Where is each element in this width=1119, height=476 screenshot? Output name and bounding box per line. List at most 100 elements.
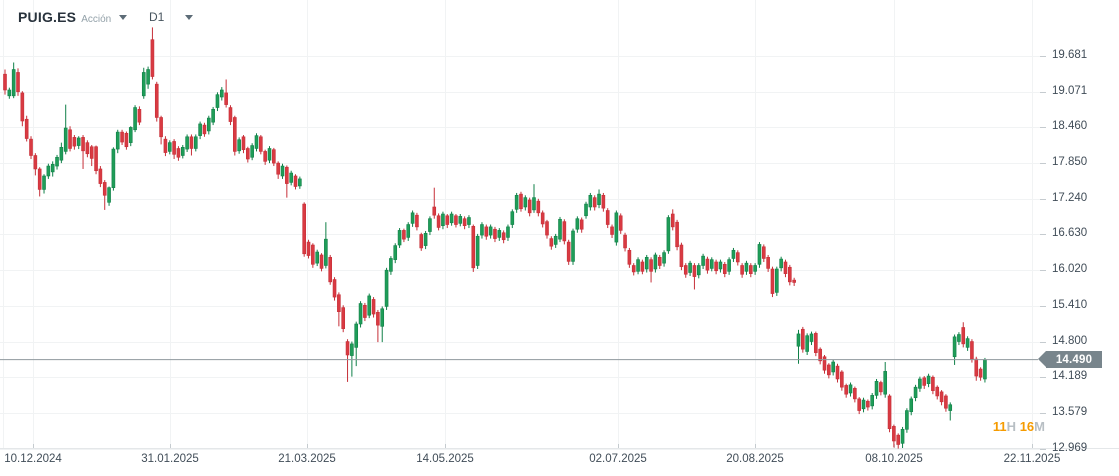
date-axis-label: 02.07.2025 <box>589 453 647 465</box>
gridlines <box>0 0 1119 450</box>
candle <box>371 297 376 318</box>
candle <box>857 397 861 415</box>
price-axis-label: 14.189 <box>1052 370 1088 383</box>
candle <box>189 134 194 156</box>
candle <box>775 266 779 296</box>
candle <box>527 197 532 217</box>
candle <box>848 382 853 397</box>
date-axis-label: 14.05.2025 <box>416 453 474 465</box>
candle <box>72 135 77 150</box>
candle <box>779 256 783 272</box>
date-axis-label: 21.03.2025 <box>278 453 336 465</box>
candle <box>497 228 502 241</box>
candle <box>428 216 432 236</box>
candle <box>692 263 697 290</box>
candle <box>137 106 142 126</box>
countdown-minutes: 16 <box>1019 419 1035 434</box>
candle <box>623 232 627 252</box>
candle <box>285 165 289 198</box>
price-axis-label: 14.800 <box>1052 334 1088 347</box>
candle <box>146 66 150 89</box>
candle <box>540 210 545 228</box>
candle <box>120 129 124 145</box>
candle <box>571 228 575 265</box>
candle <box>649 257 653 283</box>
price-axis-label: 19.681 <box>1052 49 1088 61</box>
symbol-dropdown[interactable]: PUIG.ES Acción <box>18 9 128 25</box>
candle <box>983 357 987 383</box>
candle <box>237 137 241 154</box>
price-axis[interactable]: 19.681 19.071 18.460 17.850 17.240 16.630 16.0… <box>1046 0 1119 454</box>
candle <box>124 131 129 150</box>
candle <box>389 256 393 275</box>
candle <box>688 260 692 277</box>
candle <box>918 376 922 392</box>
candle <box>970 339 974 363</box>
candle <box>458 214 463 227</box>
candle <box>354 321 359 367</box>
candle <box>722 261 727 278</box>
candle <box>549 236 554 250</box>
candle <box>393 243 398 264</box>
candle <box>679 242 684 271</box>
candle <box>432 187 437 219</box>
price-axis-label: 19.071 <box>1052 84 1088 97</box>
candle <box>76 136 81 150</box>
candle <box>753 263 757 275</box>
candle <box>16 68 20 96</box>
candle <box>562 219 567 245</box>
candle <box>961 322 966 348</box>
candle <box>831 359 835 376</box>
candle <box>883 362 888 398</box>
price-axis-label: 16.630 <box>1052 227 1088 240</box>
candle <box>861 397 866 413</box>
candle <box>866 399 870 411</box>
candle <box>436 213 441 231</box>
candle <box>597 189 601 209</box>
candle <box>553 233 558 248</box>
candle <box>519 191 523 212</box>
price-axis-label: 12.969 <box>1052 441 1088 454</box>
price-axis-label: 13.579 <box>1052 405 1088 418</box>
date-axis[interactable]: 10.12.2024 31.01.2025 21.03.2025 14.05.2025… <box>0 448 1119 476</box>
candle <box>480 222 484 239</box>
current-price-badge: 14.490 <box>1038 351 1102 368</box>
candle <box>592 195 597 211</box>
candle <box>809 331 814 346</box>
candle <box>874 378 879 399</box>
candle <box>536 198 541 217</box>
date-axis-label: 31.01.2025 <box>141 453 199 465</box>
candle <box>814 331 818 357</box>
candle <box>501 230 506 244</box>
candle <box>55 154 59 170</box>
candle <box>42 174 46 194</box>
candle <box>701 253 705 269</box>
countdown-hours-unit: H <box>1006 419 1017 434</box>
timeframe-dropdown[interactable]: D1 <box>149 10 194 24</box>
candle <box>935 385 940 400</box>
candle <box>974 356 979 381</box>
candle <box>63 104 68 155</box>
candle <box>488 224 493 239</box>
candle <box>367 293 372 319</box>
candle <box>493 226 497 243</box>
candle <box>675 219 679 251</box>
candle <box>727 257 731 275</box>
candle <box>454 214 458 228</box>
countdown-minutes-unit: M <box>1034 419 1045 434</box>
current-price-value: 14.490 <box>1055 353 1093 366</box>
candle <box>601 192 606 212</box>
candle <box>566 239 571 265</box>
candle <box>24 115 29 142</box>
candle <box>176 146 181 161</box>
candle <box>709 257 714 272</box>
candle <box>840 370 844 391</box>
symbol-name: PUIG.ES <box>18 9 77 25</box>
candle <box>788 264 792 286</box>
candle <box>579 217 584 233</box>
candle <box>202 122 207 137</box>
candle <box>978 367 983 381</box>
candle <box>267 146 272 164</box>
candle <box>827 363 831 379</box>
